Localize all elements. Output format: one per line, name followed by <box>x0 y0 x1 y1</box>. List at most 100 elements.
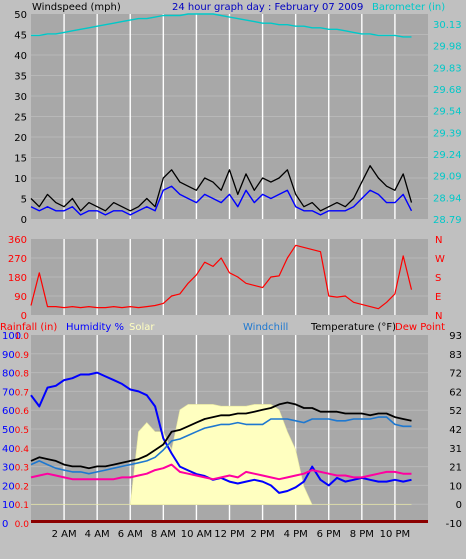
rainfall-tick-label: 0.7 <box>15 388 29 398</box>
humidity-tick-label: 30 <box>2 463 15 474</box>
wind-average-line <box>30 185 413 216</box>
temperature-tick-label: 52 <box>449 406 462 417</box>
temperature-tick-label: 0 <box>456 500 462 511</box>
windspeed-series <box>30 13 413 216</box>
solar-area <box>31 404 412 505</box>
windspeed-tick-label: 20 <box>14 133 27 144</box>
windspeed-tick-labels: 5045403530252015105030.1329.9829.8329.68… <box>14 10 461 226</box>
temperature-tick-label: 83 <box>449 350 462 361</box>
windspeed-tick-label: 45 <box>14 31 27 42</box>
hour-tick-label: 12 PM <box>214 529 245 540</box>
windspeed-tick-label: 0 <box>21 215 27 226</box>
wind-gust-line <box>30 165 413 212</box>
wind-direction-series <box>30 244 413 310</box>
rainfall-tick-label: 0.1 <box>15 501 29 511</box>
barometer-tick-label: 29.39 <box>433 128 462 139</box>
hour-tick-label: 10 PM <box>380 529 411 540</box>
rainfall-tick-label: 0.3 <box>15 464 29 474</box>
rainfall-tick-label: 0.6 <box>15 407 30 417</box>
barometer-tick-label: 30.13 <box>433 20 462 31</box>
hour-tick-label: 4 PM <box>284 529 308 540</box>
humidity-tick-label: 20 <box>2 481 15 492</box>
barometer-tick-label: 29.24 <box>433 150 462 161</box>
temperature-tick-label: 72 <box>449 369 462 380</box>
windspeed-axis-title: Windspeed (mph) <box>32 2 121 13</box>
temperature-tick-label: 21 <box>449 463 462 474</box>
humidity-tick-label: 10 <box>2 500 15 511</box>
rainfall-tick-label: 0.9 <box>15 351 30 361</box>
humidity-tick-label: 70 <box>2 387 15 398</box>
rainfall-tick-label: 0.0 <box>15 520 30 530</box>
windspeed-tick-label: 25 <box>14 113 27 124</box>
hour-tick-label: 2 PM <box>250 529 274 540</box>
temperature-line <box>30 401 412 470</box>
temperature-tick-label: 10 <box>449 481 462 492</box>
rainfall-tick-label: 0.4 <box>15 445 30 455</box>
barometer-tick-label: 29.83 <box>433 63 462 74</box>
compass-label: N <box>435 235 442 246</box>
compass-label: N <box>435 311 442 322</box>
legend-temperature: Temperature (°F) <box>310 322 396 333</box>
temperature-tick-label: 31 <box>449 444 462 455</box>
page-title: 24 hour graph day : February 07 2009 <box>172 2 363 13</box>
windspeed-tick-label: 5 <box>21 195 27 206</box>
windspeed-tick-label: 40 <box>14 51 27 62</box>
compass-label: W <box>435 254 445 265</box>
legend-humidity: Humidity % <box>66 322 124 333</box>
windchill-line <box>30 416 412 475</box>
barometer-tick-label: 29.98 <box>433 42 462 53</box>
legend-dew-point: Dew Point <box>395 322 445 333</box>
barometer-tick-label: 28.94 <box>433 193 462 204</box>
windspeed-tick-label: 35 <box>14 72 27 83</box>
windspeed-tick-label: 15 <box>14 154 27 165</box>
wind-direction-tick-label: 360 <box>8 235 27 246</box>
temperature-tick-label: 62 <box>449 387 462 398</box>
barometer-tick-label: 28.79 <box>433 215 462 226</box>
humidity-tick-label: 90 <box>2 350 15 361</box>
wind-direction-line <box>30 244 413 310</box>
humidity-tick-label: 50 <box>2 425 15 436</box>
hour-tick-label: 8 AM <box>151 529 176 540</box>
compass-label: S <box>435 273 441 284</box>
windspeed-tick-label: 10 <box>14 174 27 185</box>
temperature-tick-label: 42 <box>449 425 462 436</box>
humidity-tick-label: 80 <box>2 369 15 380</box>
humidity-tick-label: 100 <box>2 331 21 342</box>
hour-tick-label: 8 PM <box>350 529 374 540</box>
temperature-series <box>30 371 428 523</box>
temperature-tick-label: -10 <box>446 519 462 530</box>
rainfall-tick-label: 0.5 <box>15 426 29 436</box>
wind-direction-tick-label: 90 <box>14 292 27 303</box>
windspeed-grid <box>31 14 428 219</box>
barometer-tick-label: 29.54 <box>433 107 462 118</box>
wind-direction-tick-label: 180 <box>8 273 27 284</box>
hour-tick-label: 2 AM <box>52 529 77 540</box>
dew-point-line <box>30 463 412 481</box>
windspeed-tick-label: 50 <box>14 10 27 21</box>
wind-direction-grid <box>31 239 428 315</box>
rainfall-tick-label: 1.0 <box>15 332 30 342</box>
rainfall-tick-label: 0.2 <box>15 482 29 492</box>
rainfall-bar <box>31 520 428 523</box>
barometer-tick-label: 29.09 <box>433 172 462 183</box>
humidity-tick-label: 40 <box>2 444 15 455</box>
barometer-axis-title: Barometer (in) <box>372 2 445 13</box>
wind-direction-tick-label: 270 <box>8 254 27 265</box>
humidity-tick-label: 60 <box>2 406 15 417</box>
barometer-line <box>31 13 412 38</box>
hour-tick-label: 10 AM <box>181 529 212 540</box>
hour-tick-label: 6 PM <box>317 529 341 540</box>
wind-direction-tick-label: 0 <box>21 311 27 322</box>
hour-tick-label: 6 AM <box>118 529 143 540</box>
legend-rainfall: Rainfall (in) <box>0 322 57 333</box>
rainfall-tick-label: 0.8 <box>15 370 30 380</box>
windspeed-tick-label: 30 <box>14 92 27 103</box>
barometer-tick-label: 29.68 <box>433 85 462 96</box>
legend-windchill: Windchill <box>243 322 288 333</box>
hour-tick-label: 4 AM <box>85 529 110 540</box>
compass-label: E <box>435 292 441 303</box>
